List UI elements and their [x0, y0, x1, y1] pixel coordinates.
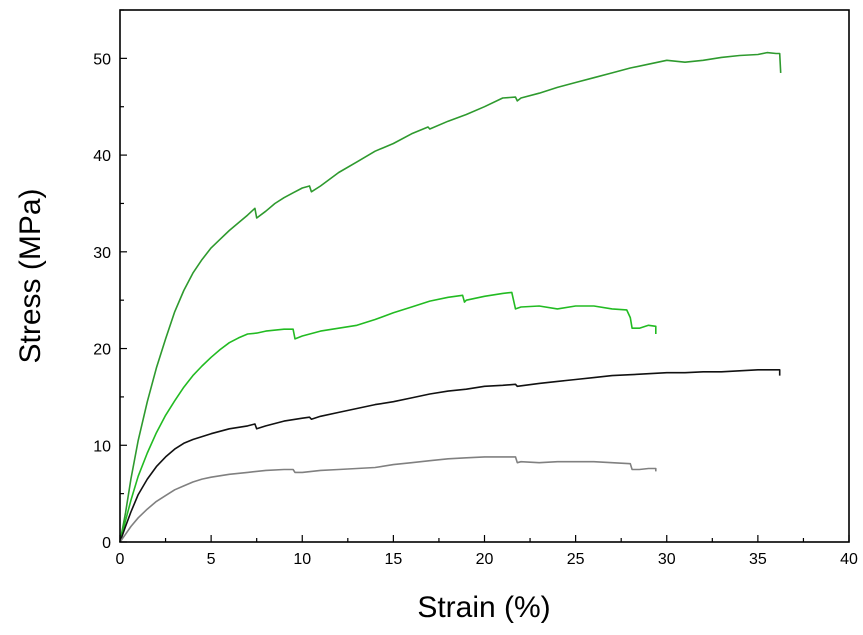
y-tick-label: 20 — [93, 342, 111, 359]
series-line-4 — [119, 456, 657, 543]
y-tick-label: 50 — [93, 51, 111, 68]
x-tick-label: 35 — [749, 551, 767, 568]
x-axis-ticks: 0 5 10 15 20 25 30 35 40 — [116, 535, 858, 568]
series-line-3 — [119, 369, 781, 543]
y-tick-label: 30 — [93, 245, 111, 262]
x-tick-label: 25 — [567, 551, 585, 568]
x-axis-title: Strain (%) — [417, 591, 550, 624]
plot-frame — [119, 9, 850, 543]
y-axis-ticks: 0 10 20 30 40 50 — [93, 9, 127, 552]
x-tick-label: 30 — [658, 551, 676, 568]
x-tick-label: 5 — [207, 551, 216, 568]
y-axis-title: Stress (MPa) — [14, 188, 47, 363]
x-tick-label: 15 — [384, 551, 402, 568]
y-tick-label: 40 — [93, 148, 111, 165]
x-tick-label: 20 — [476, 551, 494, 568]
x-tick-label: 10 — [293, 551, 311, 568]
x-tick-label: 0 — [116, 551, 125, 568]
series-line-1 — [119, 51, 782, 543]
y-tick-label: 10 — [93, 438, 111, 455]
y-tick-label: 0 — [102, 535, 111, 552]
series-line-2 — [119, 291, 657, 543]
series-layer — [119, 51, 782, 543]
x-tick-label: 40 — [840, 551, 858, 568]
